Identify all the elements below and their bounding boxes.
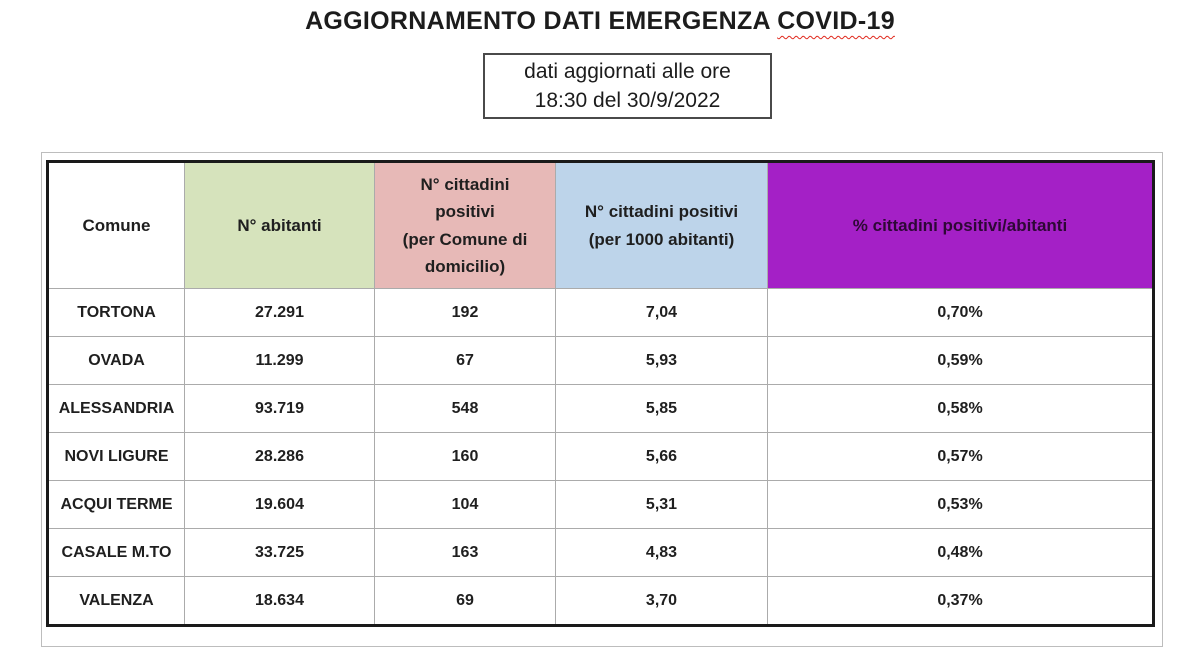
cell-comune: VALENZA xyxy=(47,576,185,626)
cell-positivi: 67 xyxy=(374,336,556,385)
cell-abitanti: 19.604 xyxy=(184,480,375,529)
cell-percent: 0,57% xyxy=(767,432,1154,481)
table-row: CASALE M.TO 33.725 163 4,83 0,48% xyxy=(47,528,1154,577)
cell-per1000: 5,66 xyxy=(555,432,768,481)
cell-abitanti: 93.719 xyxy=(184,384,375,433)
cell-comune: TORTONA xyxy=(47,288,185,337)
cell-positivi: 104 xyxy=(374,480,556,529)
column-header-abitanti: N° abitanti xyxy=(184,161,375,289)
cell-abitanti: 33.725 xyxy=(184,528,375,577)
cell-per1000: 4,83 xyxy=(555,528,768,577)
column-header-positivi-per-1000: N° cittadini positivi (per 1000 abitanti… xyxy=(555,161,768,289)
cell-abitanti: 28.286 xyxy=(184,432,375,481)
table-header-row: Comune N° abitanti N° cittadini positivi… xyxy=(47,161,1154,289)
cell-positivi: 160 xyxy=(374,432,556,481)
page-title-text: AGGIORNAMENTO DATI EMERGENZA xyxy=(305,7,778,35)
cell-comune: NOVI LIGURE xyxy=(47,432,185,481)
cell-abitanti: 18.634 xyxy=(184,576,375,626)
table-frame: Comune N° abitanti N° cittadini positivi… xyxy=(41,152,1163,647)
cell-percent: 0,58% xyxy=(767,384,1154,433)
cell-abitanti: 11.299 xyxy=(184,336,375,385)
cell-comune: OVADA xyxy=(47,336,185,385)
update-info-line2: 18:30 del 30/9/2022 xyxy=(534,89,721,112)
cell-positivi: 69 xyxy=(374,576,556,626)
update-info-box: dati aggiornati alle ore 18:30 del 30/9/… xyxy=(483,53,772,119)
cell-percent: 0,70% xyxy=(767,288,1154,337)
cell-per1000: 5,85 xyxy=(555,384,768,433)
table-row: OVADA 11.299 67 5,93 0,59% xyxy=(47,336,1154,385)
table-row: TORTONA 27.291 192 7,04 0,70% xyxy=(47,288,1154,337)
page-title: AGGIORNAMENTO DATI EMERGENZA COVID-19 xyxy=(0,7,1200,36)
covid-data-table: Comune N° abitanti N° cittadini positivi… xyxy=(46,160,1155,627)
table-row: NOVI LIGURE 28.286 160 5,66 0,57% xyxy=(47,432,1154,481)
cell-comune: ALESSANDRIA xyxy=(47,384,185,433)
cell-percent: 0,37% xyxy=(767,576,1154,626)
cell-per1000: 5,93 xyxy=(555,336,768,385)
table-row: ALESSANDRIA 93.719 548 5,85 0,58% xyxy=(47,384,1154,433)
page-title-covid-text: COVID-19 xyxy=(777,7,895,35)
update-info-line1: dati aggiornati alle ore xyxy=(524,60,731,83)
cell-positivi: 163 xyxy=(374,528,556,577)
cell-comune: CASALE M.TO xyxy=(47,528,185,577)
column-header-percent: % cittadini positivi/abitanti xyxy=(767,161,1154,289)
column-header-positivi: N° cittadini positivi (per Comune di dom… xyxy=(374,161,556,289)
cell-per1000: 7,04 xyxy=(555,288,768,337)
cell-comune: ACQUI TERME xyxy=(47,480,185,529)
cell-positivi: 192 xyxy=(374,288,556,337)
column-header-comune: Comune xyxy=(47,161,185,289)
cell-percent: 0,59% xyxy=(767,336,1154,385)
cell-positivi: 548 xyxy=(374,384,556,433)
cell-percent: 0,48% xyxy=(767,528,1154,577)
cell-abitanti: 27.291 xyxy=(184,288,375,337)
table-row: ACQUI TERME 19.604 104 5,31 0,53% xyxy=(47,480,1154,529)
cell-percent: 0,53% xyxy=(767,480,1154,529)
cell-per1000: 5,31 xyxy=(555,480,768,529)
table-row: VALENZA 18.634 69 3,70 0,37% xyxy=(47,576,1154,626)
cell-per1000: 3,70 xyxy=(555,576,768,626)
